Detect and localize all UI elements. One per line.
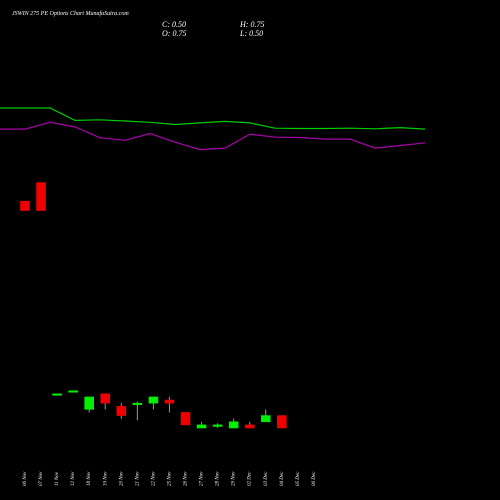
candle-body [148, 396, 159, 404]
candle-body [132, 402, 143, 405]
x-tick-label: 25 Nov [167, 471, 172, 486]
candle-body [228, 421, 239, 429]
x-tick-label: 29 Nov [232, 471, 237, 486]
purple-average-line [0, 121, 426, 151]
candle-body [212, 424, 223, 427]
candle-6 [100, 393, 111, 410]
candles [20, 182, 287, 429]
close-value: C: 0.50 [162, 20, 186, 29]
candle-body [84, 396, 94, 410]
x-tick-label: 21 Nov [135, 471, 140, 486]
low-value: L: 0.50 [239, 29, 263, 38]
candle-body [164, 399, 175, 404]
x-tick-label: 12 Nov [71, 471, 76, 486]
candle-5 [84, 396, 94, 413]
candle-body [180, 412, 191, 426]
x-tick-label: 28 Nov [216, 471, 221, 486]
x-tick-label: 06 Nov [23, 471, 28, 486]
x-tick-label: 18 Nov [87, 471, 92, 486]
x-tick-label: 26 Nov [184, 471, 189, 486]
x-tick-label: 07 Nov [39, 471, 44, 486]
x-tick-label: 27 Nov [200, 471, 205, 486]
chart-title: JSWIN 275 PE Options Chart MunafaSutra.c… [12, 10, 129, 17]
high-value: H: 0.75 [239, 20, 264, 29]
x-tick-label: 05 Dec [296, 471, 301, 486]
x-tick-label: 06 Dec [312, 471, 317, 486]
candle-9 [148, 396, 159, 410]
x-axis-ticks: 06 Nov 07 Nov 11 Nov 12 Nov 18 Nov 19 Nov 20 N… [23, 471, 317, 486]
moving-average-lines [0, 107, 426, 151]
open-value: O: 0.75 [162, 29, 186, 38]
candle-13 [212, 423, 223, 428]
candle-body [68, 390, 78, 393]
x-tick-label: 02 Dec [248, 471, 253, 486]
green-average-line [0, 107, 426, 130]
candle-8 [132, 401, 143, 421]
candle-body [116, 405, 127, 416]
candle-16 [260, 409, 271, 423]
candle-10 [164, 396, 175, 413]
candle-2 [36, 182, 46, 211]
x-tick-label: 04 Dec [280, 471, 285, 486]
x-tick-label: 03 Dec [264, 471, 269, 486]
candle-11 [180, 412, 191, 426]
x-tick-label: 22 Nov [151, 471, 156, 486]
candle-body [20, 200, 30, 211]
candle-body [196, 424, 207, 429]
candle-4 [68, 390, 78, 393]
candle-1 [20, 200, 30, 211]
candle-17 [276, 415, 287, 429]
candle-12 [196, 421, 207, 429]
candle-body [244, 424, 255, 429]
candle-body [260, 415, 271, 423]
candle-7 [116, 403, 127, 419]
candle-14 [228, 418, 239, 429]
candle-15 [244, 421, 255, 429]
candle-body [100, 393, 111, 404]
candle-body [276, 415, 287, 429]
x-tick-label: 19 Nov [103, 471, 108, 486]
x-tick-label: 20 Nov [119, 471, 124, 486]
candle-body [36, 182, 46, 211]
candle-body [52, 393, 62, 396]
candle-3 [52, 393, 62, 396]
x-tick-label: 11 Nov [55, 471, 60, 486]
